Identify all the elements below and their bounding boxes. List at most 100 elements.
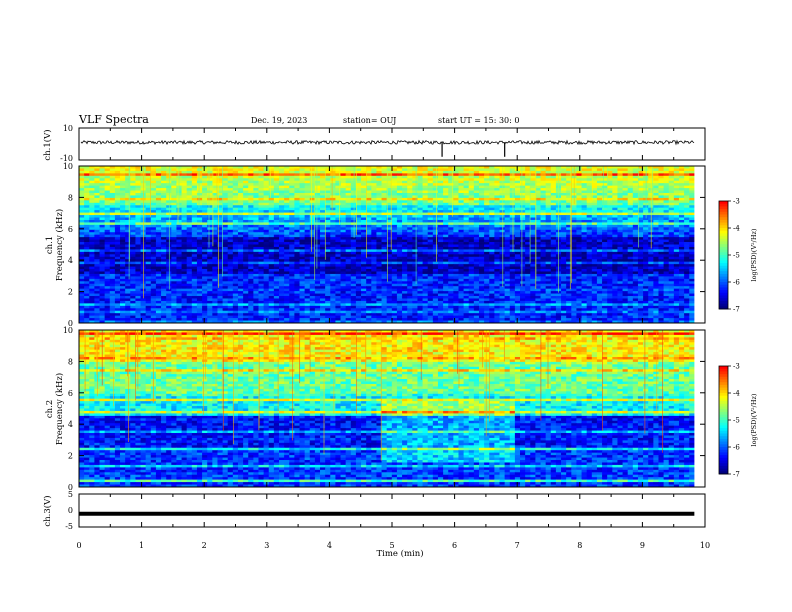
spec1-cell xyxy=(571,210,577,214)
spec1-cell xyxy=(653,234,659,238)
spec1-cell xyxy=(607,249,613,253)
spec1-cell xyxy=(422,227,429,231)
spec1-cell xyxy=(366,175,372,179)
spec1-cell xyxy=(453,222,459,226)
spec1-cell xyxy=(120,205,126,209)
spec1-cell xyxy=(196,200,203,204)
spec1-cell xyxy=(504,183,511,187)
spec1-cell xyxy=(417,173,423,177)
spec1-cell xyxy=(499,237,506,240)
spec1-cell xyxy=(243,210,249,214)
spec1-cell xyxy=(263,202,270,206)
spec1-cell xyxy=(571,212,577,216)
spec1-cell xyxy=(294,232,300,236)
spec1-cell xyxy=(402,239,408,243)
spec1-cell xyxy=(602,264,608,267)
spec1-cell xyxy=(186,217,193,221)
spec1-cell xyxy=(345,261,352,265)
spec1-cell xyxy=(289,239,295,243)
spec1-cell xyxy=(571,232,577,236)
spec1-cell xyxy=(355,168,362,172)
spec1-cell xyxy=(314,205,321,209)
spec1-cell xyxy=(371,180,377,184)
spec1-cell xyxy=(222,251,229,255)
spec1-cell xyxy=(237,202,244,206)
spec1-cell xyxy=(530,192,536,196)
spec1-cell xyxy=(263,261,270,265)
spec1-cell xyxy=(658,173,664,177)
spec1-cell xyxy=(499,259,506,263)
spec1-cell xyxy=(520,259,526,263)
spec1-cell xyxy=(355,197,362,201)
spec1-cell xyxy=(335,173,341,177)
spec1-cell xyxy=(304,185,311,189)
spec1-cell xyxy=(237,249,244,253)
spec1-cell xyxy=(391,254,398,258)
spec1-cell xyxy=(314,239,321,243)
spec1-cell xyxy=(504,180,511,184)
spec1-cell xyxy=(668,192,675,196)
spec1-cell xyxy=(114,246,121,250)
spec1-cell xyxy=(520,170,526,174)
spec1-cell xyxy=(427,244,434,248)
spec1-cell xyxy=(284,227,290,231)
spec1-cell xyxy=(494,185,500,189)
spec1-cell xyxy=(171,249,177,253)
spec1-cell xyxy=(161,264,167,267)
spec1-cell xyxy=(330,210,336,214)
spec1-cell xyxy=(689,166,695,169)
spec1-cell xyxy=(99,185,106,189)
spec1-cell xyxy=(109,237,116,240)
spec1-cell xyxy=(443,242,449,245)
spec1-cell xyxy=(612,239,618,243)
spec1-cell xyxy=(658,242,664,245)
spec1-cell xyxy=(422,205,429,209)
spec1-cell xyxy=(484,180,490,184)
spec1-cell xyxy=(350,254,357,258)
spec1-cell xyxy=(453,190,459,194)
spec1-cell xyxy=(396,190,403,194)
spec1-cell xyxy=(540,215,547,218)
spec1-cell xyxy=(637,170,644,174)
spec1-cell xyxy=(591,222,598,226)
spec1-cell xyxy=(443,244,449,248)
spec1-cell xyxy=(150,170,157,174)
spec1-cell xyxy=(212,232,218,236)
spec1-cell xyxy=(412,227,418,231)
spec1-cell xyxy=(566,217,572,221)
spec1-cell xyxy=(473,200,480,204)
spec1-cell xyxy=(678,227,685,231)
spec1-cell xyxy=(222,188,229,191)
spec1-cell xyxy=(473,222,480,226)
spec1-cell xyxy=(155,207,162,211)
spec1-cell xyxy=(227,264,234,267)
spec1-cell xyxy=(417,227,423,231)
spec1-cell xyxy=(289,170,295,174)
spec1-cell xyxy=(202,178,208,182)
spec1-cell xyxy=(196,264,203,267)
spec1-cell xyxy=(161,185,167,189)
spec1-cell xyxy=(684,202,690,206)
spec1-cell xyxy=(99,234,106,238)
spec1-cell xyxy=(437,227,444,231)
spec1-cell xyxy=(586,190,593,194)
spec1-cell xyxy=(591,210,598,214)
spec1-cell xyxy=(386,244,393,248)
spec1-cell xyxy=(191,239,198,243)
spec1-cell xyxy=(191,242,198,245)
spec1-cell xyxy=(535,224,541,228)
spec1-cell xyxy=(94,237,100,240)
spec1-cell xyxy=(540,224,547,228)
spec1-cell xyxy=(463,170,470,174)
spec1-cell xyxy=(468,178,475,182)
spec1-cell xyxy=(509,192,516,196)
spec1-cell xyxy=(120,173,126,177)
spec1-cell xyxy=(104,219,111,223)
spec1-cell xyxy=(673,222,680,226)
spec1-cell xyxy=(125,166,131,169)
spec1-cell xyxy=(350,217,357,221)
spec1-cell xyxy=(443,237,449,240)
spec1-cell xyxy=(166,222,172,226)
spec1-cell xyxy=(668,232,675,236)
spec1-cell xyxy=(530,239,536,243)
